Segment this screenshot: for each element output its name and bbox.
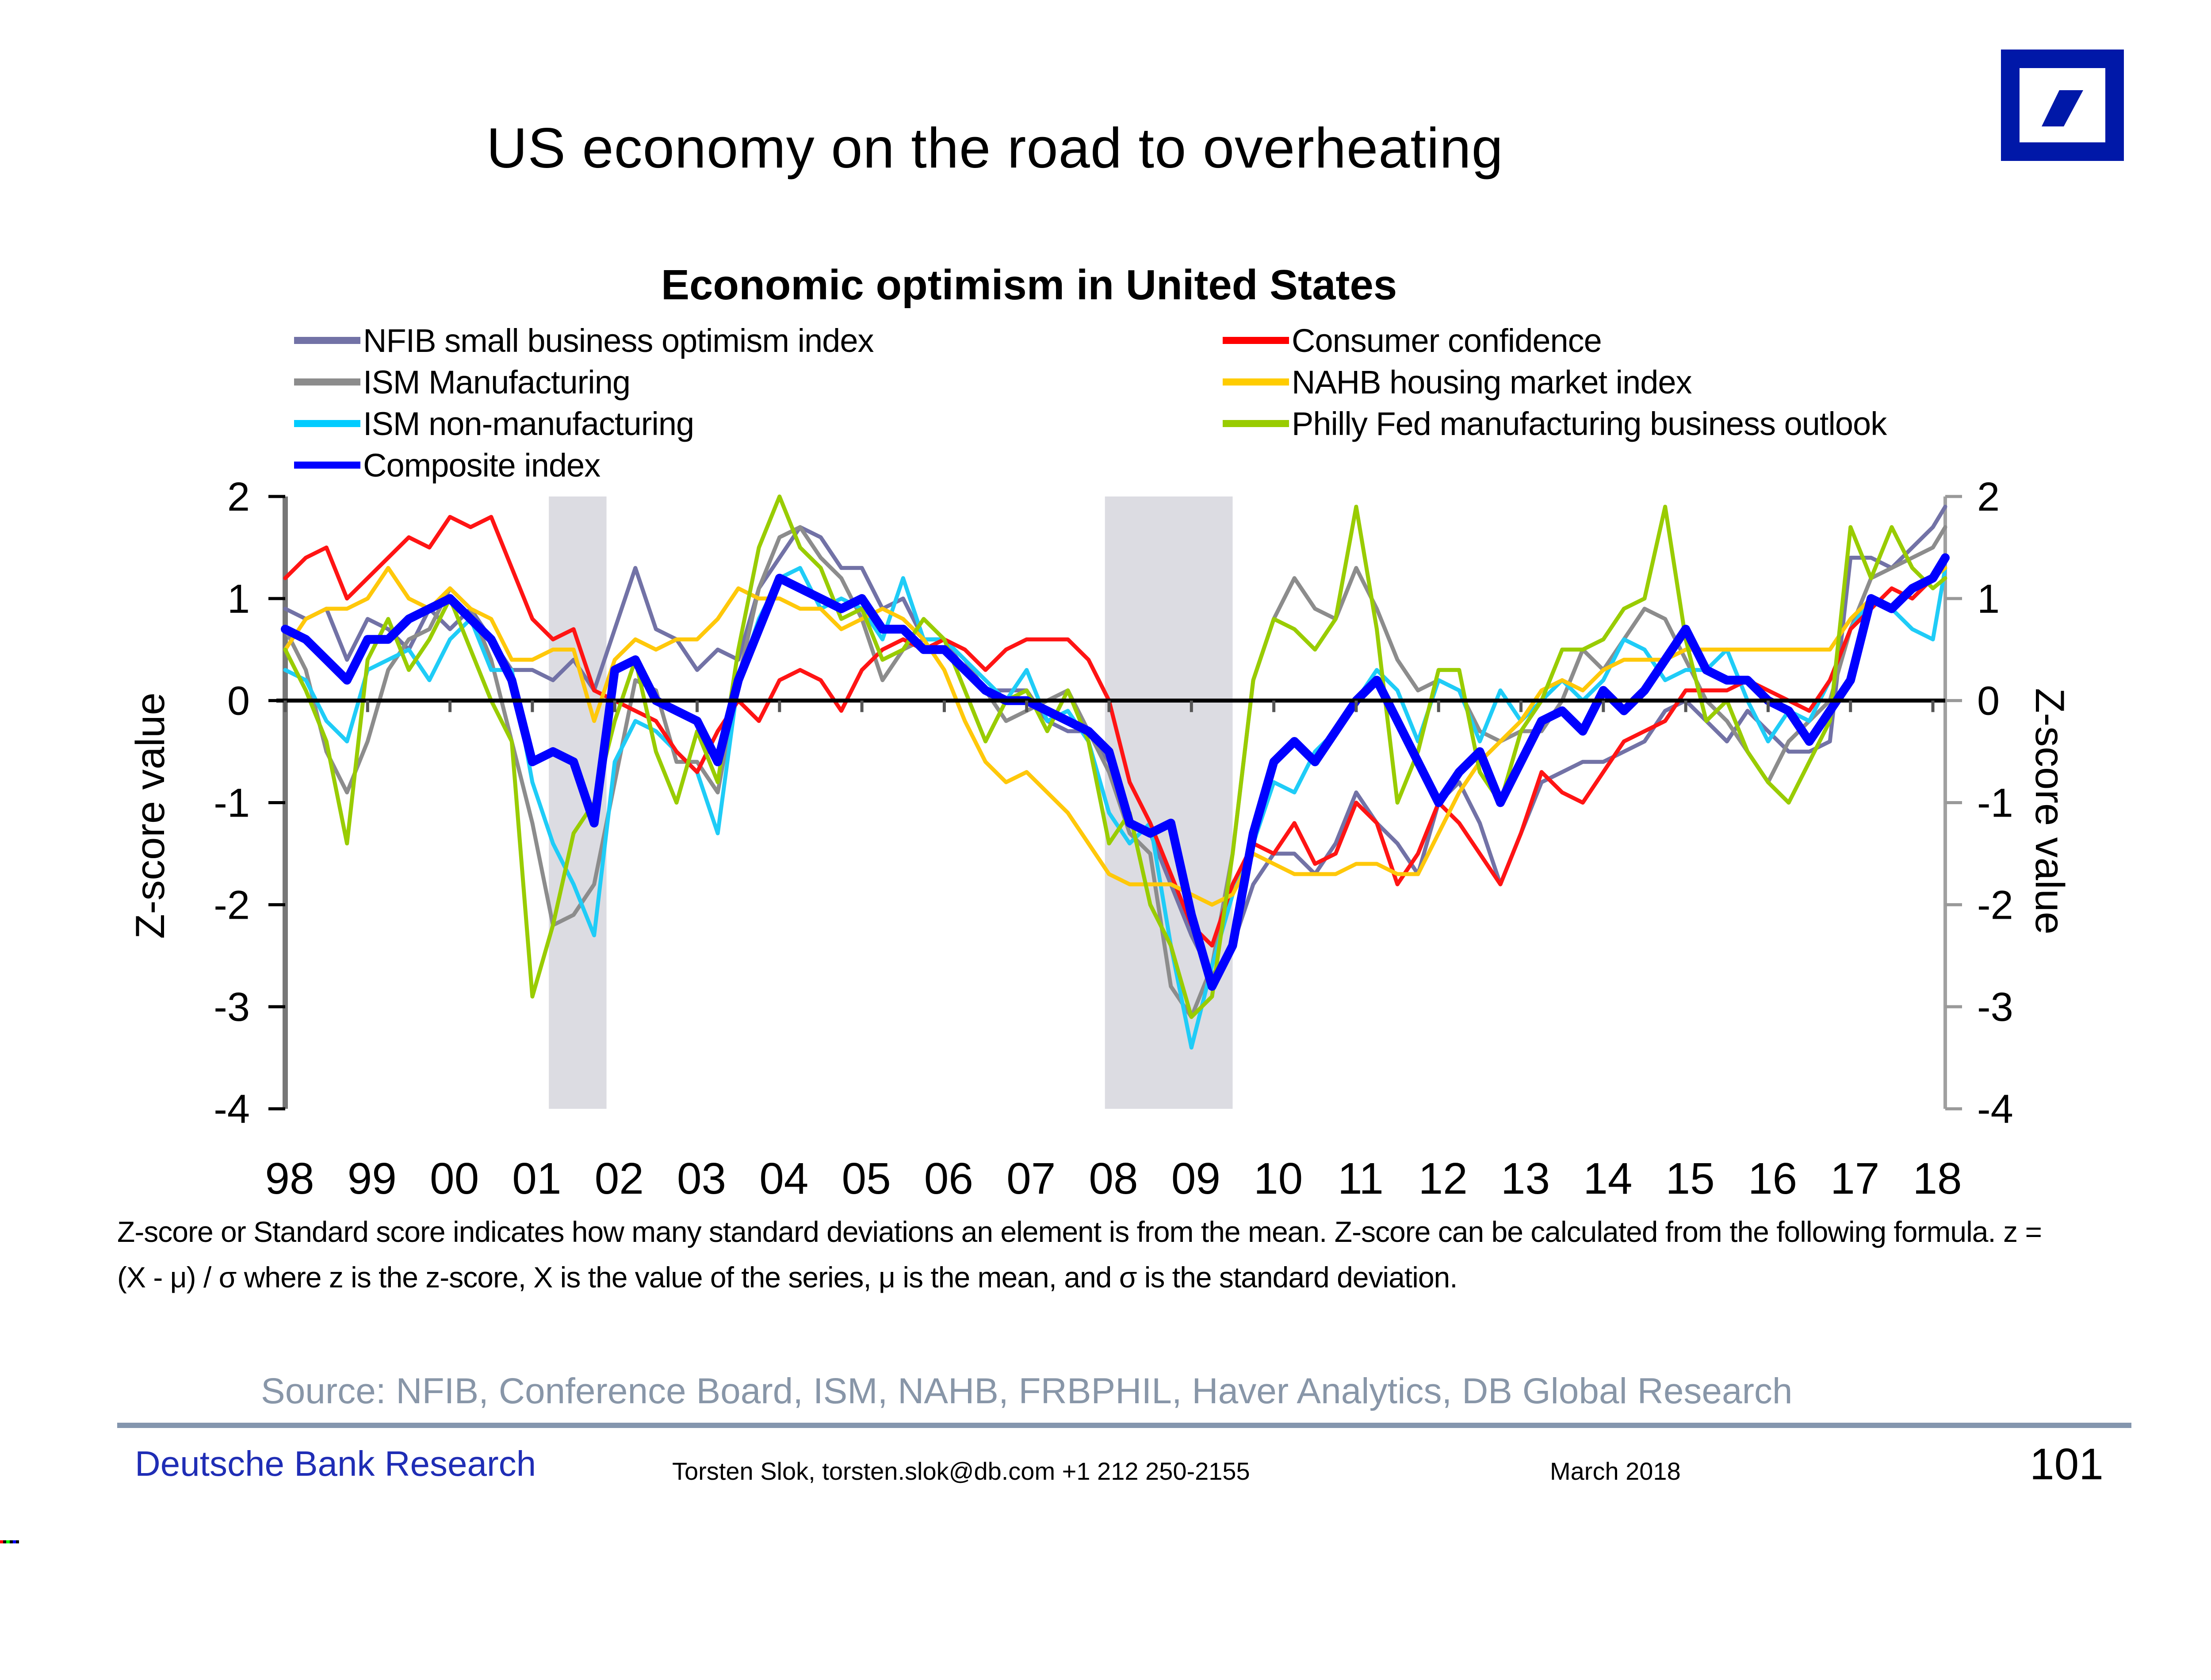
legend-label: NAHB housing market index bbox=[1292, 363, 1692, 401]
x-tick-label: 09 bbox=[1171, 1154, 1220, 1203]
legend-swatch-ism-manufacturing bbox=[294, 378, 360, 386]
zero-line-layer bbox=[276, 699, 1945, 712]
legend-swatch-consumer-confidence bbox=[1223, 337, 1289, 344]
y-tick-label-right: -1 bbox=[1977, 781, 2013, 826]
slide-title: US economy on the road to overheating bbox=[486, 117, 1503, 180]
axes bbox=[268, 495, 1962, 1111]
page-number: 101 bbox=[2030, 1439, 2104, 1489]
x-tick-label: 17 bbox=[1830, 1154, 1879, 1203]
x-tick-label: 06 bbox=[924, 1154, 973, 1203]
y-tick-label-right: -2 bbox=[1977, 882, 2013, 928]
y-tick-label-left: 2 bbox=[227, 474, 250, 519]
x-tick-label: 14 bbox=[1583, 1154, 1632, 1203]
x-tick-label: 18 bbox=[1913, 1154, 1962, 1203]
legend-swatch-nahb bbox=[1223, 378, 1289, 386]
x-tick-label: 15 bbox=[1666, 1154, 1715, 1203]
legend-item-ism-non-manufacturing: ISM non-manufacturing bbox=[294, 405, 694, 442]
tick-labels: 2 21 10 0-1 -1-2 -2-3 -3-4 -498 99 00 01 02 03 04 05 06… bbox=[214, 474, 2013, 1203]
x-tick-label: 12 bbox=[1419, 1154, 1468, 1203]
legend-label: Philly Fed manufacturing business outloo… bbox=[1292, 405, 1887, 442]
legend-item-nfib: NFIB small business optimism index bbox=[294, 322, 874, 359]
legend-swatch-nfib bbox=[294, 337, 360, 344]
recession-bands bbox=[549, 496, 1233, 1109]
x-tick-label: 10 bbox=[1254, 1154, 1303, 1203]
y-tick-label-right: -4 bbox=[1977, 1087, 2013, 1132]
legend-label: ISM non-manufacturing bbox=[363, 405, 694, 442]
x-tick-label: 04 bbox=[759, 1154, 808, 1203]
x-tick-label: 99 bbox=[348, 1154, 397, 1203]
footer-brand: Deutsche Bank Research bbox=[135, 1444, 536, 1483]
x-tick-label: 03 bbox=[677, 1154, 726, 1203]
footer-divider bbox=[117, 1423, 2131, 1428]
legend-swatch-composite bbox=[294, 462, 360, 469]
x-tick-label: 98 bbox=[265, 1154, 314, 1203]
legend-swatch-philly-fed bbox=[1223, 420, 1289, 427]
legend-label: Composite index bbox=[363, 447, 601, 484]
color-calibration-strip bbox=[0, 1540, 19, 1543]
footer-date: March 2018 bbox=[1550, 1457, 1681, 1485]
legend-item-consumer-confidence: Consumer confidence bbox=[1223, 322, 1602, 359]
y-tick-label-right: 0 bbox=[1977, 679, 2000, 724]
series-line-3 bbox=[281, 553, 1950, 991]
legend-label: ISM Manufacturing bbox=[363, 363, 631, 401]
series-line-6 bbox=[283, 494, 1947, 1019]
y-tick-label-right: 1 bbox=[1977, 577, 2000, 622]
series-line-5 bbox=[283, 566, 1947, 907]
series-lines bbox=[281, 494, 1950, 1050]
legend-swatch-ism-non-manufacturing bbox=[294, 420, 360, 427]
legend-label: NFIB small business optimism index bbox=[363, 322, 874, 359]
legend-item-philly-fed: Philly Fed manufacturing business outloo… bbox=[1223, 405, 1887, 442]
x-tick-label: 01 bbox=[512, 1154, 561, 1203]
legend-item-composite: Composite index bbox=[294, 447, 601, 484]
x-tick-label: 11 bbox=[1338, 1154, 1384, 1203]
legend-label: Consumer confidence bbox=[1292, 322, 1602, 359]
y-tick-label-left: -2 bbox=[214, 882, 250, 928]
legend-item-nahb: NAHB housing market index bbox=[1223, 363, 1692, 401]
chart-title: Economic optimism in United States bbox=[661, 261, 1397, 309]
source-line: Source: NFIB, Conference Board, ISM, NAH… bbox=[261, 1371, 1793, 1411]
y-tick-label-left: 1 bbox=[227, 577, 250, 622]
x-tick-label: 00 bbox=[430, 1154, 479, 1203]
deutsche-bank-logo-icon bbox=[2001, 50, 2124, 161]
x-tick-label: 07 bbox=[1006, 1154, 1056, 1203]
y-tick-label-left: -4 bbox=[214, 1087, 250, 1132]
footer-contact: Torsten Slok, torsten.slok@db.com +1 212… bbox=[672, 1457, 1250, 1485]
legend-item-ism-manufacturing: ISM Manufacturing bbox=[294, 363, 631, 401]
y-tick-label-right: -3 bbox=[1977, 985, 2013, 1030]
x-tick-label: 13 bbox=[1501, 1154, 1550, 1203]
y-tick-label-left: -1 bbox=[214, 781, 250, 826]
x-tick-label: 16 bbox=[1748, 1154, 1797, 1203]
x-tick-label: 02 bbox=[595, 1154, 644, 1203]
zscore-note: Z-score or Standard score indicates how … bbox=[117, 1215, 2042, 1294]
x-tick-label: 05 bbox=[842, 1154, 891, 1203]
chart-plot: 2 21 10 0-1 -1-2 -2-3 -3-4 -498 99 00 01 02 03 04 05 06… bbox=[214, 474, 2013, 1203]
y-tick-label-right: 2 bbox=[1977, 474, 2000, 519]
y-tick-label-left: -3 bbox=[214, 985, 250, 1030]
y-tick-label-left: 0 bbox=[227, 679, 250, 724]
x-tick-label: 08 bbox=[1089, 1154, 1138, 1203]
series-line-4 bbox=[283, 515, 1947, 948]
